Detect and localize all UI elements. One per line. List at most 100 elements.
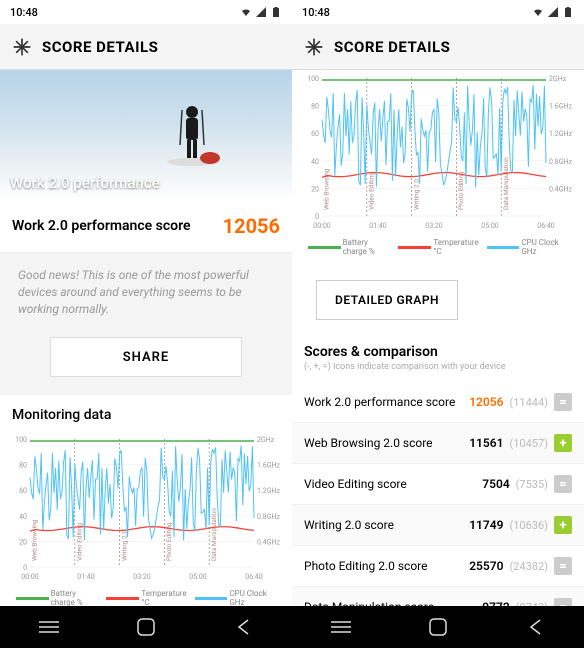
snowflake-icon [12,37,32,57]
wifi-icon [532,6,544,18]
nav-back[interactable] [524,616,546,638]
score-row-value: 11749 [469,518,503,532]
svg-text:60: 60 [19,488,27,496]
svg-text:Photo Editing: Photo Editing [457,171,465,210]
svg-text:2GHz: 2GHz [257,436,275,444]
signal-icon [547,6,559,18]
nav-bar [292,606,584,648]
status-bar: 10:48 [292,0,584,24]
nav-home[interactable] [427,616,449,638]
score-row-value: 11561 [469,436,503,450]
battery-icon [562,6,574,18]
svg-text:0: 0 [315,213,319,221]
score-row-value: 12056 [469,395,503,409]
score-row-label: Work 2.0 performance score [304,395,455,409]
score-row-old: (10457) [509,437,548,450]
nav-recent[interactable] [330,616,352,638]
battery-icon [270,6,282,18]
wifi-icon [240,6,252,18]
score-label: Work 2.0 performance score [12,218,191,234]
svg-text:0.8GHz: 0.8GHz [257,513,280,521]
nav-back[interactable] [232,616,254,638]
svg-text:1.6GHz: 1.6GHz [549,103,572,111]
content-right: 0200.4GHz400.8GHz601.2GHz801.6GHz1002GHz… [292,70,584,648]
svg-text:06:40: 06:40 [245,573,262,581]
svg-text:Web Browsing: Web Browsing [323,168,331,210]
legend-item: CPU Clock GHz [487,238,568,256]
svg-text:00:00: 00:00 [313,222,330,230]
monitoring-chart-2: 0200.4GHz400.8GHz601.2GHz801.6GHz1002GHz… [300,74,576,234]
scores-sub: (-, +, =) Icons indicate comparison with… [292,362,584,382]
svg-text:2GHz: 2GHz [549,75,567,83]
svg-text:Data Manipulation: Data Manipulation [502,157,510,210]
phone-right: 10:48 SCORE DETAILS 0200.4GHz400.8GHz601… [292,0,584,648]
svg-text:1.2GHz: 1.2GHz [549,130,572,138]
header-title: SCORE DETAILS [334,38,450,56]
signal-icon [255,6,267,18]
svg-text:06:40: 06:40 [537,222,554,230]
svg-text:00:00: 00:00 [21,573,38,581]
svg-text:20: 20 [311,185,319,193]
legend-item: Battery charge % [16,589,102,607]
score-row-old: (10636) [509,519,548,532]
monitoring-title: Monitoring data [0,395,292,435]
score-row[interactable]: Photo Editing 2.0 score25570(24382)= [292,546,584,587]
good-news-msg: Good news! This is one of the most power… [0,253,292,331]
score-row-label: Writing 2.0 score [304,518,394,532]
svg-text:05:00: 05:00 [189,573,206,581]
skier-figure [162,100,222,170]
status-bar: 10:48 [0,0,292,24]
score-row-old: (7535) [516,478,548,491]
score-row-label: Video Editing score [304,477,407,491]
scores-header: Scores & comparison [292,332,584,362]
score-row-old: (11444) [509,396,548,409]
score-value: 12056 [223,214,280,238]
score-row-label: Web Browsing 2.0 score [304,436,433,450]
chart-legend-2: Battery charge %Temperature °CCPU Clock … [300,234,576,260]
header-title: SCORE DETAILS [42,38,158,56]
svg-text:Web Browsing: Web Browsing [31,520,39,562]
share-button[interactable]: SHARE [50,337,242,377]
legend-item: Battery charge % [308,238,394,256]
svg-text:Video Editing: Video Editing [368,172,376,210]
score-row-value: 25570 [469,559,503,573]
monitoring-chart: 0200.4GHz400.8GHz601.2GHz801.6GHz1002GHz… [8,435,284,585]
svg-text:80: 80 [311,103,319,111]
svg-text:80: 80 [19,462,27,470]
svg-text:Video Editing: Video Editing [76,523,84,561]
detailed-graph-button[interactable]: DETAILED GRAPH [316,280,458,320]
content-left: Work 2.0 performance Work 2.0 performanc… [0,70,292,648]
nav-home[interactable] [135,616,157,638]
legend-item: Temperature °C [398,238,483,256]
chart-area-top: 0200.4GHz400.8GHz601.2GHz801.6GHz1002GHz… [292,70,584,268]
nav-bar [0,606,292,648]
phone-left: 10:48 SCORE DETAILS Work 2.0 performance [0,0,292,648]
nav-recent[interactable] [38,616,60,638]
status-icons [240,6,282,18]
svg-text:40: 40 [19,513,27,521]
clock: 10:48 [10,6,38,19]
score-row[interactable]: Web Browsing 2.0 score11561(10457)+ [292,423,584,464]
svg-text:100: 100 [307,75,319,83]
score-row-label: Photo Editing 2.0 score [304,559,428,573]
share-wrap: SHARE [0,331,292,395]
legend-item: Temperature °C [106,589,191,607]
svg-text:03:20: 03:20 [425,222,442,230]
svg-text:0: 0 [23,564,27,572]
svg-text:20: 20 [19,539,27,547]
score-row[interactable]: Work 2.0 performance score12056(11444)= [292,382,584,423]
score-row[interactable]: Writing 2.0 score11749(10636)+ [292,505,584,546]
snowflake-icon [304,37,324,57]
svg-text:0.8GHz: 0.8GHz [549,158,572,166]
app-header: SCORE DETAILS [0,24,292,70]
svg-text:01:40: 01:40 [369,222,386,230]
svg-text:1.2GHz: 1.2GHz [257,488,280,496]
score-row-value: 7504 [482,477,509,491]
svg-text:03:20: 03:20 [133,573,150,581]
hero-image: Work 2.0 performance [0,70,292,200]
score-row-old: (24382) [509,560,548,573]
svg-text:0.4GHz: 0.4GHz [549,185,572,193]
svg-text:05:00: 05:00 [481,222,498,230]
score-row[interactable]: Video Editing score7504(7535)= [292,464,584,505]
app-header: SCORE DETAILS [292,24,584,70]
